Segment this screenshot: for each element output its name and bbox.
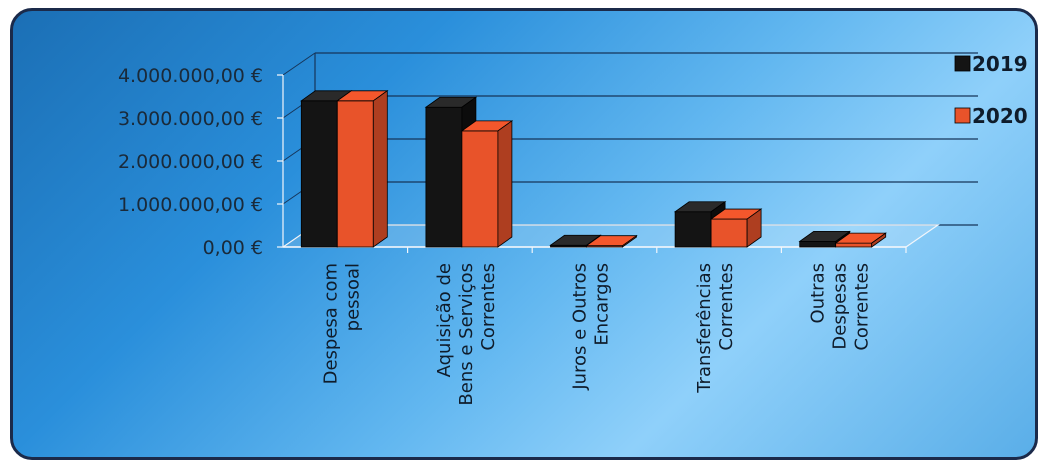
x-category-line: Correntes	[478, 263, 499, 351]
y-tick-label: 1.000.000,00 €	[118, 194, 263, 216]
legend-label-2020: 2020	[972, 104, 1028, 128]
x-category-line: Correntes	[852, 263, 873, 351]
bar-2020-3	[710, 218, 748, 248]
y-tick-label: 2.000.000,00 €	[118, 151, 263, 173]
bar-2019-1	[425, 106, 463, 248]
bar-2020-4	[835, 242, 873, 248]
x-category-label: TransferênciasCorrentes	[694, 263, 737, 394]
chart-frame: 0,00 € 1.000.000,00 € 2.000.000,00 € 3.000.…	[10, 8, 1038, 460]
x-category-line: Despesa com	[320, 263, 341, 384]
x-category-label: Juros e OutrosEncargos	[570, 263, 613, 391]
legend-label-2019: 2019	[972, 52, 1028, 76]
x-category-line: Bens e Serviços	[456, 263, 477, 406]
bar-chart: 0,00 € 1.000.000,00 € 2.000.000,00 € 3.000.…	[118, 52, 1028, 406]
x-category-line: pessoal	[342, 263, 363, 331]
x-category-label: Despesa compessoal	[320, 263, 363, 384]
y-tick-label: 4.000.000,00 €	[118, 65, 263, 87]
bar-2020-1	[461, 130, 499, 248]
bar-2020-0	[336, 100, 374, 248]
y-tick-label: 3.000.000,00 €	[118, 108, 263, 130]
x-category-line: Correntes	[716, 263, 737, 351]
x-category-line: Despesas	[830, 263, 851, 350]
y-tick-label: 0,00 €	[203, 237, 263, 259]
bar-side-2020-3	[746, 208, 762, 248]
bar-side-2020-1	[497, 120, 513, 248]
bar-2019-0	[300, 100, 338, 248]
x-category-label: Aquisição deBens e ServiçosCorrentes	[434, 263, 499, 406]
bar-side-2020-4	[871, 232, 887, 248]
x-category-label: OutrasDespesasCorrentes	[808, 263, 873, 351]
bar-2019-4	[799, 241, 837, 248]
bar-side-2020-0	[372, 90, 388, 248]
x-category-line: Juros e Outros	[570, 263, 591, 391]
x-category-line: Transferências	[694, 263, 715, 394]
x-category-line: Outras	[808, 263, 829, 323]
bar-side-2020-2	[622, 234, 637, 248]
legend-swatch-2019	[954, 55, 971, 72]
x-category-line: Encargos	[592, 263, 613, 346]
bar-2019-3	[674, 211, 712, 248]
legend-swatch-2020	[954, 107, 971, 124]
gridline-diagonal	[282, 52, 316, 76]
x-category-line: Aquisição de	[434, 263, 455, 377]
